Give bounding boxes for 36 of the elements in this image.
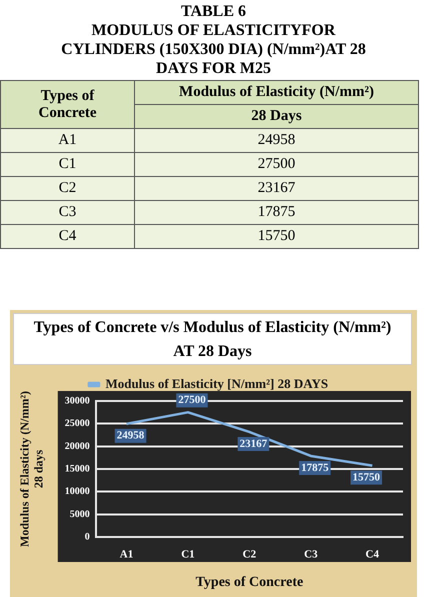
y-tick-label: 0 [84, 532, 90, 543]
text: 17875 [134, 200, 418, 224]
x-tick-label: A1 [120, 548, 134, 560]
data-label: 27500 [178, 394, 206, 406]
x-tick-label: C4 [366, 548, 380, 560]
y-axis-title: Modulus of Elasticity (N/mm²) 28 days [17, 391, 46, 547]
y-tick-label: 10000 [64, 486, 90, 498]
data-label: 24958 [116, 430, 145, 442]
caption: TABLE 6 [180, 3, 246, 20]
chart-title: Types of Concrete v/s Modulus of Elasticity (N/mm²) AT 28 Days [13, 313, 412, 365]
category-label: C3 [58, 204, 76, 220]
data-label: 23167 [240, 438, 268, 450]
x-tick-label: C1 [181, 548, 195, 560]
text: 27500 [134, 152, 418, 176]
text: 15750 [134, 224, 418, 248]
legend-label: Modulus of Elasticity [N/mm²] 28 DAYS [105, 376, 328, 391]
text: 24958 [134, 128, 418, 152]
data-label: 15750 [352, 471, 381, 484]
category-label: C1 [58, 156, 76, 172]
x-tick-label: C3 [304, 548, 318, 560]
text: 23167 [134, 176, 418, 200]
y-tick-label: 5000 [70, 508, 90, 520]
text: MODULUS OF ELASTICITYFOR CYLINDERS (150X300 DIA) (N/mm²)AT 28 DAYS FOR M25 [61, 22, 366, 77]
data-label: 17875 [301, 462, 330, 474]
category-label: C4 [58, 228, 76, 244]
y-tick-label: 20000 [64, 440, 90, 452]
category-label: C2 [58, 180, 76, 196]
y-tick-label: 25000 [64, 418, 90, 430]
x-axis-title: Types of Concrete [196, 575, 304, 590]
text: Modulus of Elasticity (N/mm²) [134, 80, 418, 104]
y-tick-label: 15000 [64, 464, 90, 475]
x-tick-label: C2 [242, 548, 257, 560]
text: 28 Days [134, 104, 418, 128]
y-tick-label: 30000 [64, 396, 90, 407]
text: Types of Concrete [0, 80, 134, 128]
category-label: A1 [58, 132, 77, 148]
